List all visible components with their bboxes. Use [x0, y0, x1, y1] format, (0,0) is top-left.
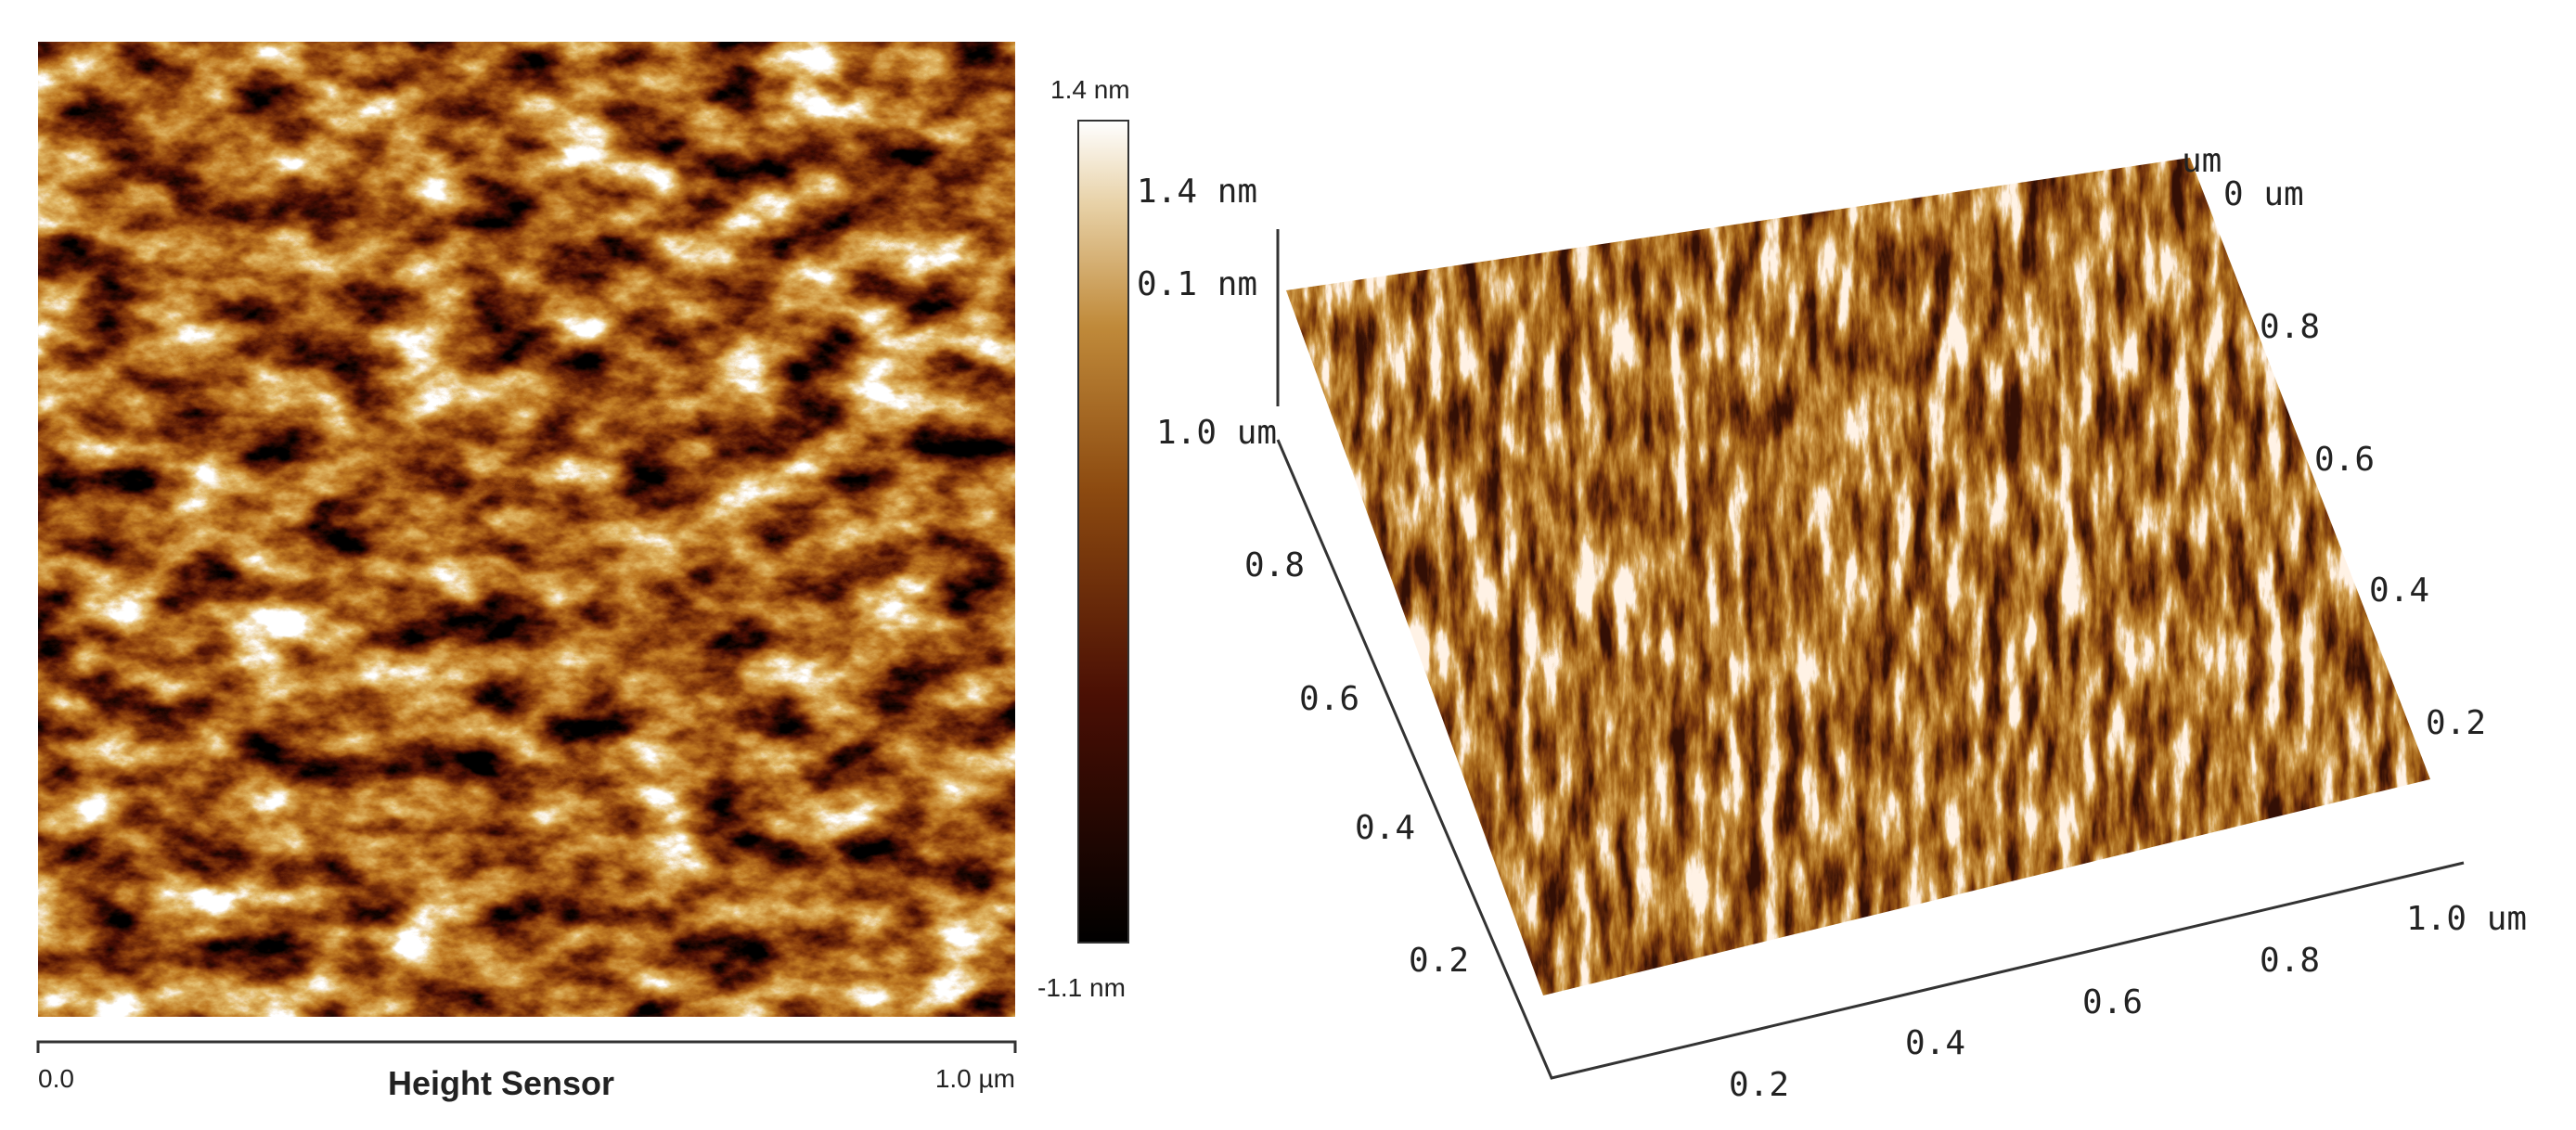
- image-caption: Height Sensor: [388, 1064, 614, 1102]
- scale-bar: [36, 1040, 1017, 1053]
- z-axis-label: 1.0 um: [1156, 414, 1277, 452]
- surface: [1286, 158, 2430, 995]
- bottom-axis-label: 0.8: [2260, 942, 2320, 980]
- bottom-axis-label: 0.2: [1729, 1066, 1789, 1104]
- left-axis-label: 0.6: [1299, 680, 1359, 718]
- bottom-axis-label: 1.0 um: [2406, 900, 2527, 938]
- scale-end: 1.0 µm: [935, 1064, 1015, 1093]
- right-axis-label: 0.2: [2426, 704, 2486, 742]
- right-axis-label: 0 um: [2223, 175, 2304, 213]
- left-axis-label: 0.4: [1355, 809, 1415, 847]
- bottom-axis-label: 0.4: [1905, 1024, 1965, 1062]
- surface-labels: 1.4 nm 0.1 nm 1.0 um 0.8 0.6 0.4 0.2 0.2 0.4 0.6 0…: [1137, 142, 2527, 1104]
- right-axis-label: 0.8: [2260, 308, 2320, 346]
- right-axis-label: 0.4: [2369, 571, 2429, 610]
- surface-axes: [1276, 229, 2465, 1080]
- surface-texture: [1286, 158, 2430, 995]
- colorbar: [1077, 120, 1129, 944]
- height-image: [38, 42, 1015, 1017]
- left-axis-label: 0.2: [1409, 942, 1469, 980]
- z-axis-label: 1.4 nm: [1137, 173, 1257, 211]
- colorbar-min: -1.1 nm: [1037, 973, 1126, 1002]
- left-axis-label: 0.8: [1244, 546, 1305, 584]
- scale-start: 0.0: [38, 1064, 74, 1093]
- colorbar-max: 1.4 nm: [1050, 75, 1130, 104]
- right-axis-label: 0.6: [2314, 441, 2375, 479]
- right-axis-label: um: [2182, 142, 2222, 180]
- bottom-axis-label: 0.6: [2082, 983, 2143, 1021]
- z-axis-label: 0.1 nm: [1137, 265, 1257, 303]
